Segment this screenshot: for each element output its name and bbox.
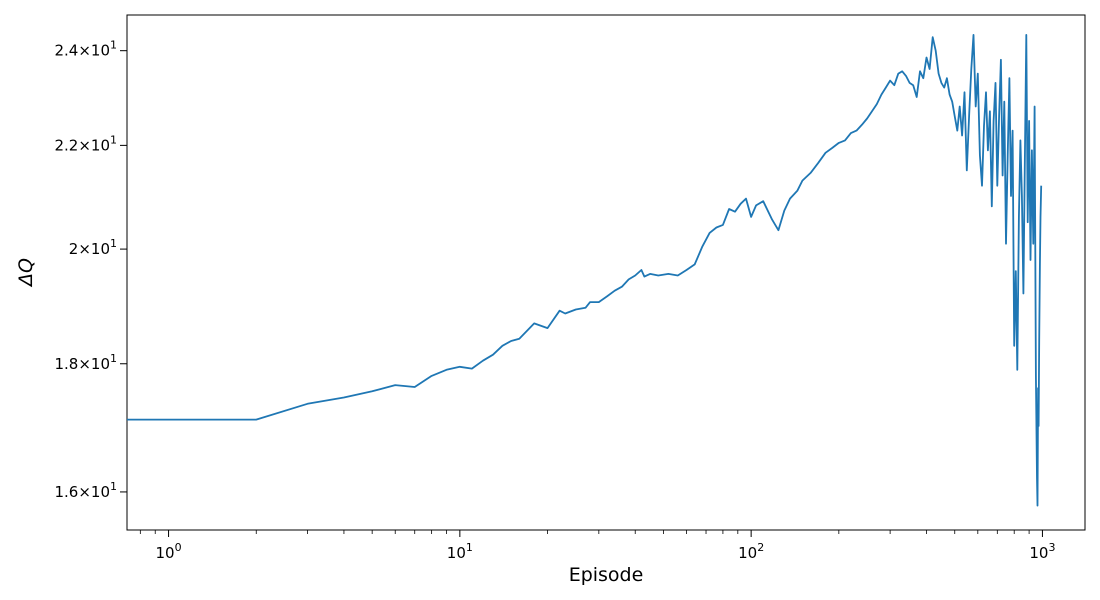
y-tick-base: 10	[91, 355, 110, 373]
x-tick-base: 10	[1029, 544, 1048, 562]
y-tick-exponent: 1	[110, 39, 117, 52]
y-tick-label: 2.4×101	[54, 39, 117, 60]
y-tick-exponent: 1	[110, 133, 117, 146]
y-tick-mantissa: 2.4	[54, 42, 78, 60]
y-tick-times: ×	[78, 355, 91, 373]
series-line	[127, 34, 1043, 507]
x-axis-ticks: 100 101 102 103	[139, 530, 1055, 562]
y-tick-exponent: 1	[110, 480, 117, 493]
x-tick-label: 101	[447, 541, 473, 562]
x-tick-exponent: 1	[466, 541, 473, 554]
x-tick-exponent: 2	[757, 541, 764, 554]
x-tick-label: 102	[738, 541, 764, 562]
y-tick-mantissa: 1.8	[54, 355, 78, 373]
x-tick-label: 103	[1029, 541, 1055, 562]
x-axis-label: Episode	[569, 564, 644, 586]
y-tick-exponent: 1	[110, 237, 117, 250]
y-tick-label: 2.2×101	[54, 133, 117, 154]
y-tick-exponent: 1	[110, 352, 117, 365]
y-tick-base: 10	[91, 42, 110, 60]
y-axis-label: ΔQ	[15, 258, 37, 288]
y-tick-times: ×	[78, 136, 91, 154]
x-tick-label: 100	[156, 541, 182, 562]
y-tick-times: ×	[78, 483, 91, 501]
y-tick-times: ×	[78, 240, 91, 258]
y-tick-base: 10	[91, 136, 110, 154]
plot-frame	[126, 14, 1086, 531]
y-tick-label: 2×101	[69, 237, 117, 258]
y-tick-label: 1.6×101	[54, 480, 117, 501]
y-tick-base: 10	[91, 483, 110, 501]
y-tick-times: ×	[78, 42, 91, 60]
plot-area	[126, 14, 1086, 531]
x-tick-exponent: 3	[1048, 541, 1055, 554]
x-tick-base: 10	[447, 544, 466, 562]
y-tick-label: 1.8×101	[54, 352, 117, 373]
x-tick-base: 10	[156, 544, 175, 562]
x-tick-base: 10	[738, 544, 757, 562]
y-tick-mantissa: 1.6	[54, 483, 78, 501]
y-tick-mantissa: 2	[69, 240, 79, 258]
y-tick-base: 10	[91, 240, 110, 258]
y-tick-mantissa: 2.2	[54, 136, 78, 154]
x-tick-exponent: 0	[175, 541, 182, 554]
